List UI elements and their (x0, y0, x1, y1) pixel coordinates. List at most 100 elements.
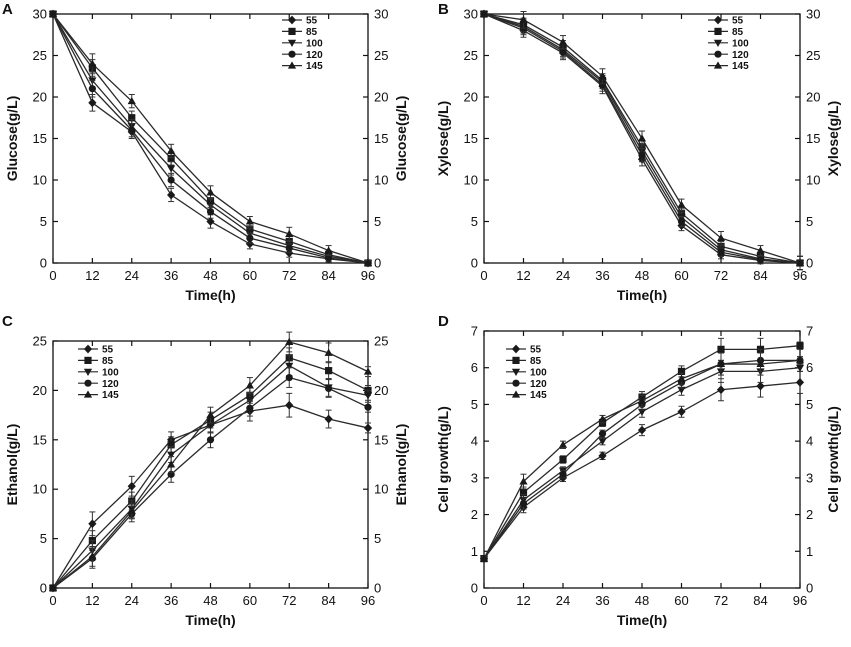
panel-b-legend-label: 85 (732, 27, 744, 38)
panel-c-point (363, 367, 373, 375)
panel-d-ytick-label-right: 5 (806, 397, 813, 412)
panel-d-point (756, 359, 765, 368)
panel-d-point (795, 364, 805, 372)
panel-a-ytick-label: 0 (40, 256, 47, 271)
panel-c-ytick-label-right: 0 (374, 581, 381, 596)
panel-b-point (558, 38, 568, 46)
panel-b-point (677, 200, 686, 208)
panel-b-point (716, 233, 726, 242)
panel-c-ytick-label-right: 5 (374, 531, 381, 546)
panel-d-point (519, 499, 528, 508)
panel-d-legend-label: 100 (530, 367, 547, 378)
panel-b-ytick-label-right: 15 (806, 131, 820, 146)
panel-c-legend-marker (83, 368, 93, 376)
panel-b-point (756, 246, 765, 254)
panel-a-ytick-label: 25 (33, 48, 47, 63)
panel-d-point (756, 381, 765, 391)
panel-a-legend-label: 55 (306, 16, 318, 27)
panel-b-point (559, 47, 567, 55)
panel-d-xlabel: Time(h) (617, 612, 667, 628)
panel-b-ytick-label-right: 30 (806, 7, 820, 22)
panel-a-legend-marker (287, 39, 297, 47)
panel-c-point (206, 436, 215, 444)
panel-c-ytick-label-right: 15 (374, 432, 388, 447)
panel-a-point (167, 176, 175, 184)
panel-b-xtick-label: 48 (635, 268, 649, 283)
panel-a-legend-label: 120 (306, 50, 323, 61)
panel-c-point (285, 373, 293, 382)
panel-c-xtick-label: 72 (282, 593, 296, 608)
panel-b-legend-label: 120 (732, 50, 749, 61)
panel-b-ytick-label: 5 (471, 214, 478, 229)
panel-c-xtick-label: 24 (125, 593, 139, 608)
panel-a-xlabel: Time(h) (185, 287, 235, 303)
panel-a-ytick-label-right: 10 (374, 173, 388, 188)
panel-c-point (363, 423, 373, 433)
panel-d-xtick-label: 12 (516, 593, 530, 608)
panel-a-series-120 (49, 10, 372, 267)
panel-c-xlabel: Time(h) (185, 612, 235, 628)
panel-a-ytick-label: 30 (33, 7, 47, 22)
panel-c-xtick-label: 48 (203, 593, 217, 608)
panel-b-ytick-label: 10 (464, 173, 478, 188)
panel-c-xtick-label: 84 (321, 593, 335, 608)
panel-d-legend-marker (511, 390, 521, 398)
panel-d-ytick-label-right: 2 (806, 507, 813, 522)
panel-a-xtick-label: 72 (282, 268, 296, 283)
panel-b-point (519, 15, 528, 23)
panel-d-xtick-label: 72 (714, 593, 728, 608)
panel-d-legend-label: 85 (530, 356, 542, 367)
panel-a-point (206, 217, 215, 226)
panel-c-ylabel: Ethanol(g/L) (4, 424, 20, 506)
panel-b-ytick-label-right: 25 (806, 48, 820, 63)
panel-a-point (88, 98, 97, 108)
panel-c-point (285, 362, 294, 370)
panel-d-ytick-label: 6 (471, 360, 478, 375)
panel-b-letter: B (438, 1, 449, 18)
panel-c-point (206, 410, 215, 419)
panel-b-point (479, 9, 489, 17)
panel-b-xtick-label: 60 (674, 268, 688, 283)
panel-d-ytick-label: 7 (471, 324, 478, 339)
panel-a-point (246, 234, 254, 242)
panel-b-legend-marker (714, 27, 722, 35)
panel-a-legend-label: 85 (306, 27, 318, 38)
panel-a-legend-marker (287, 61, 297, 69)
panel-b-ytick-label-right: 20 (806, 90, 820, 105)
panel-a-point (48, 9, 58, 17)
panel-c-point (127, 506, 136, 514)
panel-d-point (637, 396, 647, 404)
panel-a-ytick-label-right: 25 (374, 48, 388, 63)
panel-b-legend-marker (713, 15, 723, 25)
panel-b-xtick-label: 24 (556, 268, 570, 283)
panel-c-legend-marker (83, 344, 93, 354)
panel-d-legend-marker (512, 356, 520, 364)
panel-a-point (88, 59, 97, 67)
panel-c-point (364, 403, 372, 411)
panel-a-xtick-label: 48 (203, 268, 217, 283)
panel-d-xtick-label: 60 (674, 593, 688, 608)
panel-d-point (716, 385, 726, 395)
panel-a-xtick-label: 12 (85, 268, 99, 283)
panel-a-point (88, 85, 96, 93)
panel-a-letter: A (2, 1, 13, 18)
panel-d-xtick-label: 48 (635, 593, 649, 608)
panel-b-point (637, 134, 647, 142)
panel-d-point (795, 378, 805, 387)
panel-b-point (598, 72, 607, 80)
panel-a-series-145 (48, 9, 373, 266)
panel-d-ytick-label-right: 1 (806, 544, 813, 559)
panel-b-ytick-label-right: 0 (806, 256, 813, 271)
panel-c-point (246, 404, 254, 412)
panel-b-xlabel: Time(h) (617, 287, 667, 303)
panel-d-legend-marker (512, 379, 520, 387)
panel-b-series-145 (479, 9, 805, 271)
panel-d-ytick-label: 2 (471, 507, 478, 522)
panel-d-point (598, 414, 607, 423)
panel-a-point (167, 146, 176, 154)
panel-a-point (285, 229, 294, 237)
panel-a-xtick-label: 24 (125, 268, 139, 283)
panel-d-point (519, 488, 528, 497)
panel-c-point (325, 367, 333, 375)
